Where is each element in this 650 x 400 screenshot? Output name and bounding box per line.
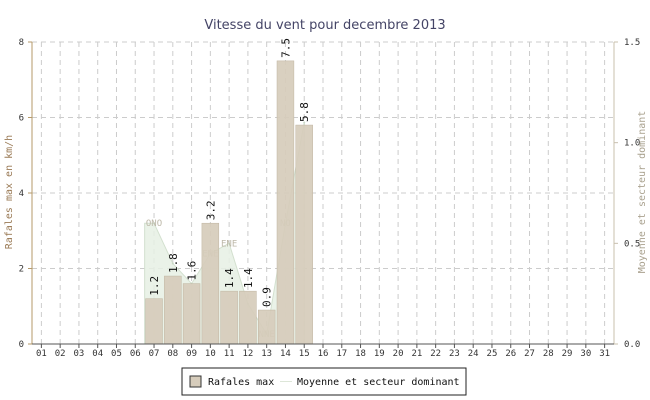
x-tick-label: 23 <box>449 349 460 359</box>
average-point <box>153 222 156 225</box>
x-tick-label: 27 <box>524 349 535 359</box>
y-left-tick-label: 0 <box>19 340 24 350</box>
x-tick-label: 06 <box>130 349 141 359</box>
x-tick-label: 17 <box>336 349 347 359</box>
x-tick-label: 04 <box>92 349 103 359</box>
bar-value-label: 1.2 <box>148 276 161 296</box>
y-left-tick-label: 8 <box>19 38 24 48</box>
x-tick-label: 14 <box>280 349 291 359</box>
x-tick-label: 15 <box>299 349 310 359</box>
x-tick-label: 07 <box>149 349 160 359</box>
x-tick-label: 01 <box>36 349 47 359</box>
x-tick-label: 30 <box>580 349 591 359</box>
data-label-layer: 1.2 1.8 1.6 3.2 1.4 1.4 0.9 7.5 5.8 <box>148 38 311 307</box>
y-left-tick-label: 4 <box>19 189 24 199</box>
average-point <box>303 121 306 124</box>
x-tick-label: 21 <box>411 349 422 359</box>
legend-label-gusts: Rafales max <box>208 377 274 388</box>
x-tick-label: 18 <box>355 349 366 359</box>
x-tick-label: 25 <box>487 349 498 359</box>
x-tick-label: 19 <box>374 349 385 359</box>
x-tick-label: 09 <box>186 349 197 359</box>
bar-gust <box>220 290 238 345</box>
y-right-tick-label: 1.0 <box>624 139 640 149</box>
legend-box <box>181 367 467 396</box>
bar-value-label: 1.8 <box>167 253 180 273</box>
x-tick-label: 03 <box>74 349 85 359</box>
bar-gust <box>239 290 257 345</box>
bar-value-label: 0.9 <box>261 287 274 307</box>
x-tick-label: 12 <box>242 349 253 359</box>
x-tick-label: 05 <box>111 349 122 359</box>
x-tick-label: 26 <box>505 349 516 359</box>
right-axis-label: Moyenne et secteur dominant <box>637 111 648 274</box>
left-axis-label: Rafales max en km/h <box>4 135 15 249</box>
bar-value-label: 1.4 <box>223 268 236 288</box>
bar-gust <box>201 222 220 345</box>
x-tick-label: 16 <box>318 349 329 359</box>
x-tick-label: 10 <box>205 349 216 359</box>
bar-layer <box>145 60 313 345</box>
bar-gust <box>145 298 163 345</box>
sector-label: ONO <box>146 219 162 229</box>
x-tick-label: 22 <box>430 349 441 359</box>
y-right-tick-label: 1.5 <box>624 38 640 48</box>
bar-value-label: 5.8 <box>298 102 311 122</box>
x-tick-label: 20 <box>393 349 404 359</box>
y-right-tick-label: 0.5 <box>624 239 640 249</box>
x-tick-label: 08 <box>167 349 178 359</box>
x-tick-label: 29 <box>562 349 573 359</box>
y-right-tick-label: 0.0 <box>624 340 640 350</box>
x-tick-label: 24 <box>468 349 479 359</box>
average-point <box>171 262 174 265</box>
bar-gust <box>276 60 295 345</box>
legend: Rafales max Moyenne et secteur dominant <box>181 367 467 396</box>
legend-label-average: Moyenne et secteur dominant <box>297 377 460 388</box>
x-tick-label: 13 <box>261 349 272 359</box>
x-tick-label: 31 <box>599 349 610 359</box>
chart-title: Vitesse du vent pour decembre 2013 <box>204 18 445 33</box>
bar-gust <box>182 283 201 345</box>
bar-gust <box>257 309 276 345</box>
bar-value-label: 1.6 <box>186 261 199 281</box>
x-tick-label: 28 <box>543 349 554 359</box>
bar-value-label: 7.5 <box>279 38 292 58</box>
legend-swatch-gusts <box>189 375 202 388</box>
bar-value-label: 1.4 <box>242 268 255 288</box>
x-tick-label: 11 <box>224 349 235 359</box>
y-left-tick-label: 2 <box>19 265 24 275</box>
grid <box>32 41 614 344</box>
sector-label: ENE <box>221 239 237 249</box>
y-left-tick-label: 6 <box>19 114 24 124</box>
bar-value-label: 3.2 <box>204 200 217 220</box>
bar-gust <box>295 124 313 345</box>
bar-gust <box>164 275 182 345</box>
x-tick-label: 02 <box>55 349 66 359</box>
average-point <box>228 242 231 245</box>
